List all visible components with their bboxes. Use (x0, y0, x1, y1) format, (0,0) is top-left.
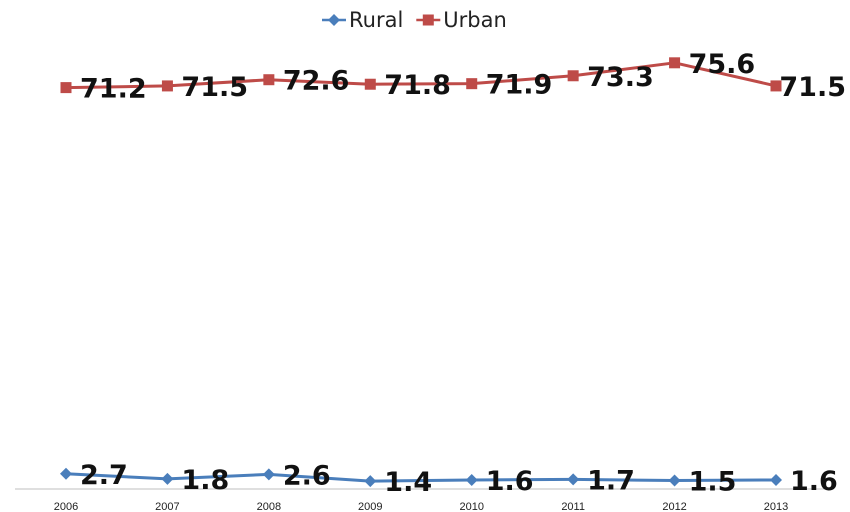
x-tick-label: 2012 (662, 501, 686, 512)
x-tick-label: 2011 (561, 501, 585, 512)
data-label: 71.9 (486, 70, 553, 101)
data-point (161, 472, 174, 485)
legend-marker (328, 14, 340, 26)
data-label: 1.6 (790, 466, 838, 497)
data-point (60, 82, 72, 94)
data-label: 1.5 (689, 467, 737, 498)
data-point (770, 80, 782, 92)
data-label: 1.7 (587, 465, 635, 496)
data-point (263, 74, 275, 86)
x-tick-label: 2013 (764, 501, 788, 512)
data-point (567, 70, 579, 82)
series-line-urban (65, 61, 777, 90)
x-tick-label: 2010 (459, 501, 483, 512)
data-point (60, 467, 72, 480)
data-label: 71.8 (384, 70, 451, 101)
data-label: 73.3 (587, 62, 654, 93)
data-label: 71.5 (181, 72, 248, 103)
data-label: 75.6 (689, 49, 756, 80)
data-label: 1.8 (181, 465, 229, 496)
data-label: 71.2 (80, 74, 147, 105)
data-point (364, 78, 376, 90)
legend-item-rural: Rural (322, 8, 403, 32)
legend-marker (422, 14, 434, 26)
chart-legend: Rural Urban (322, 8, 507, 32)
data-point (567, 473, 580, 486)
data-point (364, 475, 377, 488)
x-axis-tick-labels: 2006 2007 2008 2009 2010 2011 2012 2013 (54, 501, 788, 512)
series-layer (60, 57, 782, 488)
x-tick-label: 2007 (155, 501, 179, 512)
data-label-layer: 2.7 1.8 2.6 1.4 1.6 1.7 1.5 1.6 71.2 71.5 72.6 71.8… (80, 49, 846, 498)
data-label: 1.4 (384, 467, 432, 498)
data-point (262, 468, 275, 481)
data-point (668, 474, 681, 487)
series-rural (60, 467, 782, 488)
data-point (465, 473, 478, 486)
data-point (466, 78, 478, 90)
series-urban (60, 57, 782, 94)
data-point (669, 57, 681, 69)
series-line-rural (65, 472, 777, 483)
data-label: 71.5 (779, 72, 846, 103)
x-tick-label: 2006 (54, 501, 78, 512)
data-point (770, 473, 782, 486)
legend-item-urban: Urban (416, 8, 507, 32)
data-label: 2.7 (80, 460, 128, 491)
legend-label: Urban (443, 8, 507, 32)
data-label: 72.6 (283, 66, 350, 97)
data-label: 2.6 (283, 460, 331, 491)
data-label: 1.6 (486, 466, 534, 497)
data-point (161, 80, 173, 92)
legend-label: Rural (349, 8, 403, 32)
x-tick-label: 2009 (358, 501, 382, 512)
x-tick-label: 2008 (257, 501, 281, 512)
